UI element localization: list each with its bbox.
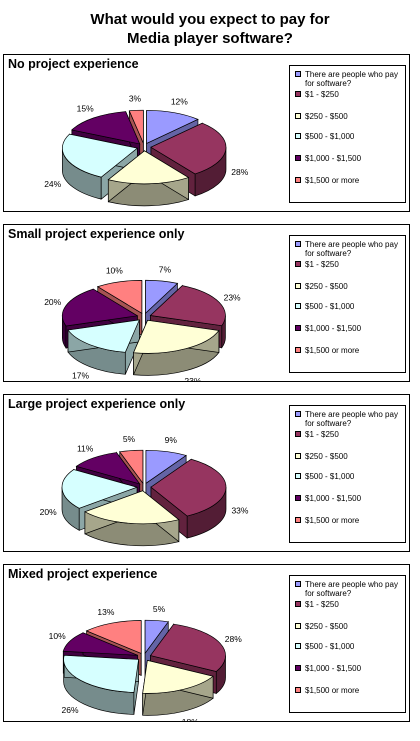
pie-slice [142,659,214,716]
legend-swatch [295,303,301,309]
main-title: What would you expect to pay for Media p… [0,10,420,48]
legend-swatch [295,473,301,479]
data-label: 15% [77,103,94,113]
legend-swatch [295,453,301,459]
pie-chart: 5% 28% 18% 26% 10% 13% [49,604,243,721]
legend-label: $500 - $1,000 [305,642,355,651]
legend-label: $1 - $250 [305,600,339,609]
data-label: 28% [225,634,242,644]
data-label: 20% [44,297,61,307]
legend-swatch [295,155,301,161]
legend-label: $1,500 or more [305,686,360,695]
legend-label: There are people who pay for software? [305,410,398,428]
legend-label: $250 - $500 [305,112,348,121]
legend-swatch [295,113,301,119]
data-label: 17% [72,371,89,381]
legend-label: $1,000 - $1,500 [305,494,362,503]
legend-label: $1 - $250 [305,260,339,269]
legend-swatch [295,71,301,77]
legend-swatch [295,283,301,289]
data-label: 7% [159,264,172,274]
legend-swatch [295,643,301,649]
data-label: 24% [44,179,61,189]
legend-label: $500 - $1,000 [305,302,355,311]
legend-label: $250 - $500 [305,452,348,461]
chart-panel: 7% 23% 23% 17% 20% 10% Small project experienc… [3,224,410,382]
legend-swatch [295,325,301,331]
data-label: 12% [171,97,188,107]
pie-slice [84,490,180,547]
data-label: 20% [40,507,57,517]
data-label: 23% [224,293,241,303]
chart-legend: There are people who pay for software? $1… [289,405,406,543]
legend-swatch [295,687,301,693]
legend-label: $500 - $1,000 [305,472,355,481]
chart-panel: 5% 28% 18% 26% 10% 13% Mixed project experienc… [3,564,410,722]
legend-label: $1,500 or more [305,176,360,185]
legend-swatch [295,411,301,417]
legend-swatch [295,177,301,183]
pie-slice [67,319,140,375]
legend-swatch [295,623,301,629]
data-label: 26% [62,705,79,715]
chart-panel: 9%33%22%20%11%5%Large project experience… [3,394,410,552]
pie-chart: 7% 23% 23% 17% 20% 10% [44,264,241,381]
legend-label: $250 - $500 [305,622,348,631]
data-label: 23% [184,376,201,381]
legend-swatch [295,601,301,607]
main-title-line2: Media player software? [127,30,293,47]
pie-slice [132,319,220,376]
chart-legend: There are people who pay for software? $1… [289,65,406,203]
data-label: 13% [97,607,114,617]
legend-swatch [295,261,301,267]
legend-label: $1,500 or more [305,346,360,355]
chart-panel: 12%28%18%24%15%3%No project experienceTh… [3,54,410,212]
legend-swatch [295,347,301,353]
chart-title: Large project experience only [8,397,186,411]
legend-swatch [295,91,301,97]
data-label: 18% [182,717,199,721]
legend-label: $1 - $250 [305,90,339,99]
legend-label: There are people who pay for software? [305,70,398,88]
data-label: 5% [153,604,166,614]
pie-slice [107,150,190,207]
data-label: 28% [231,167,248,177]
legend-swatch [295,581,301,587]
data-label: 9% [165,435,178,445]
legend-swatch [295,665,301,671]
legend-label: $500 - $1,000 [305,132,355,141]
data-label: 11% [77,443,94,453]
legend-label: $1,000 - $1,500 [305,324,362,333]
legend-label: $250 - $500 [305,282,348,291]
legend-swatch [295,431,301,437]
data-label: 10% [106,266,123,276]
chart-title: Small project experience only [8,227,185,241]
legend-label: $1,000 - $1,500 [305,154,362,163]
chart-title: No project experience [8,57,139,71]
legend-label: There are people who pay for software? [305,580,398,598]
main-title-line1: What would you expect to pay for [90,11,330,28]
legend-label: $1,500 or more [305,516,360,525]
chart-title: Mixed project experience [8,567,158,581]
pie-slice [63,654,140,715]
legend-label: $1 - $250 [305,430,339,439]
data-label: 10% [49,631,66,641]
legend-swatch [295,133,301,139]
legend-swatch [295,495,301,501]
data-label: 3% [129,93,142,103]
pie-chart: 9%33%22%20%11%5% [40,434,249,547]
chart-legend: There are people who pay for software? $1… [289,575,406,713]
chart-legend: There are people who pay for software? $1… [289,235,406,373]
legend-label: $1,000 - $1,500 [305,664,362,673]
data-label: 5% [123,434,136,444]
pie-chart: 12%28%18%24%15%3% [44,93,249,207]
legend-swatch [295,517,301,523]
data-label: 33% [231,506,248,516]
legend-label: There are people who pay for software? [305,240,398,258]
legend-swatch [295,241,301,247]
